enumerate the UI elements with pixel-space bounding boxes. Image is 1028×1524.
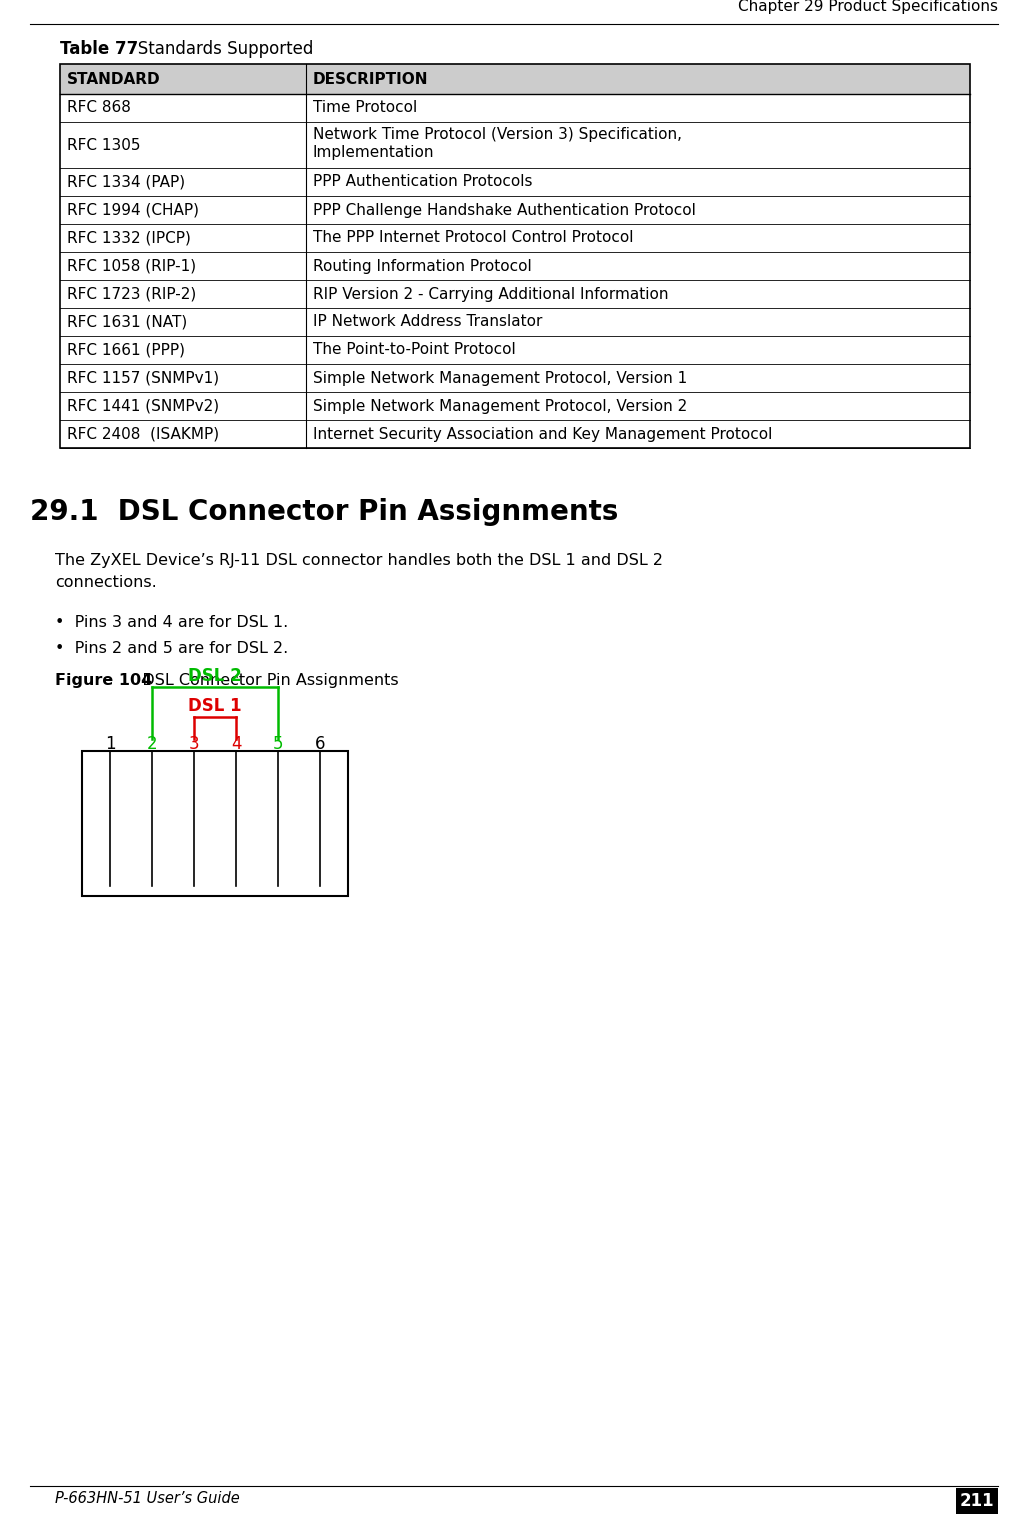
Text: •  Pins 3 and 4 are for DSL 1.: • Pins 3 and 4 are for DSL 1. (56, 616, 288, 629)
Text: DESCRIPTION: DESCRIPTION (313, 72, 429, 87)
Text: RFC 1631 (NAT): RFC 1631 (NAT) (67, 314, 187, 329)
Text: RFC 868: RFC 868 (67, 101, 131, 116)
Text: Simple Network Management Protocol, Version 2: Simple Network Management Protocol, Vers… (313, 398, 687, 413)
Text: Network Time Protocol (Version 3) Specification,: Network Time Protocol (Version 3) Specif… (313, 126, 682, 142)
Text: RFC 1305: RFC 1305 (67, 137, 141, 152)
Text: RFC 1157 (SNMPv1): RFC 1157 (SNMPv1) (67, 370, 219, 386)
Text: 29.1  DSL Connector Pin Assignments: 29.1 DSL Connector Pin Assignments (30, 498, 619, 526)
Text: DSL 2: DSL 2 (188, 668, 242, 684)
Text: RFC 1994 (CHAP): RFC 1994 (CHAP) (67, 203, 199, 218)
Text: PPP Challenge Handshake Authentication Protocol: PPP Challenge Handshake Authentication P… (313, 203, 696, 218)
Text: RFC 1334 (PAP): RFC 1334 (PAP) (67, 175, 185, 189)
Text: 1: 1 (105, 735, 115, 753)
Text: The ZyXEL Device’s RJ-11 DSL connector handles both the DSL 1 and DSL 2: The ZyXEL Device’s RJ-11 DSL connector h… (56, 553, 663, 568)
Text: Implementation: Implementation (313, 145, 434, 160)
Text: 4: 4 (230, 735, 242, 753)
Text: RFC 1058 (RIP-1): RFC 1058 (RIP-1) (67, 259, 196, 273)
Bar (956, 1487, 998, 1513)
Bar (60, 64, 970, 94)
Text: P-663HN-51 User’s Guide: P-663HN-51 User’s Guide (56, 1490, 240, 1506)
Text: Time Protocol: Time Protocol (313, 101, 417, 116)
Text: DSL Connector Pin Assignments: DSL Connector Pin Assignments (127, 674, 399, 687)
Text: The PPP Internet Protocol Control Protocol: The PPP Internet Protocol Control Protoc… (313, 230, 633, 245)
Text: Figure 104: Figure 104 (56, 674, 152, 687)
Text: RIP Version 2 - Carrying Additional Information: RIP Version 2 - Carrying Additional Info… (313, 287, 668, 302)
Text: Internet Security Association and Key Management Protocol: Internet Security Association and Key Ma… (313, 427, 772, 442)
Text: Simple Network Management Protocol, Version 1: Simple Network Management Protocol, Vers… (313, 370, 687, 386)
Text: 211: 211 (960, 1492, 994, 1510)
Text: connections.: connections. (56, 575, 156, 590)
Text: RFC 2408  (ISAKMP): RFC 2408 (ISAKMP) (67, 427, 219, 442)
Text: RFC 1441 (SNMPv2): RFC 1441 (SNMPv2) (67, 398, 219, 413)
Text: RFC 1723 (RIP-2): RFC 1723 (RIP-2) (67, 287, 196, 302)
Text: •  Pins 2 and 5 are for DSL 2.: • Pins 2 and 5 are for DSL 2. (56, 642, 288, 655)
Text: RFC 1661 (PPP): RFC 1661 (PPP) (67, 343, 185, 358)
Text: Table 77: Table 77 (60, 40, 138, 58)
Text: The Point-to-Point Protocol: The Point-to-Point Protocol (313, 343, 515, 358)
Text: 6: 6 (315, 735, 325, 753)
Text: Standards Supported: Standards Supported (122, 40, 314, 58)
Text: 5: 5 (272, 735, 284, 753)
Bar (82, 751, 348, 896)
Text: IP Network Address Translator: IP Network Address Translator (313, 314, 542, 329)
Text: Routing Information Protocol: Routing Information Protocol (313, 259, 531, 273)
Text: PPP Authentication Protocols: PPP Authentication Protocols (313, 175, 533, 189)
Text: 3: 3 (189, 735, 199, 753)
Text: 2: 2 (147, 735, 157, 753)
Text: STANDARD: STANDARD (67, 72, 160, 87)
Text: RFC 1332 (IPCP): RFC 1332 (IPCP) (67, 230, 191, 245)
Text: Chapter 29 Product Specifications: Chapter 29 Product Specifications (738, 0, 998, 14)
Text: DSL 1: DSL 1 (188, 696, 242, 715)
Bar (60, 64, 970, 448)
